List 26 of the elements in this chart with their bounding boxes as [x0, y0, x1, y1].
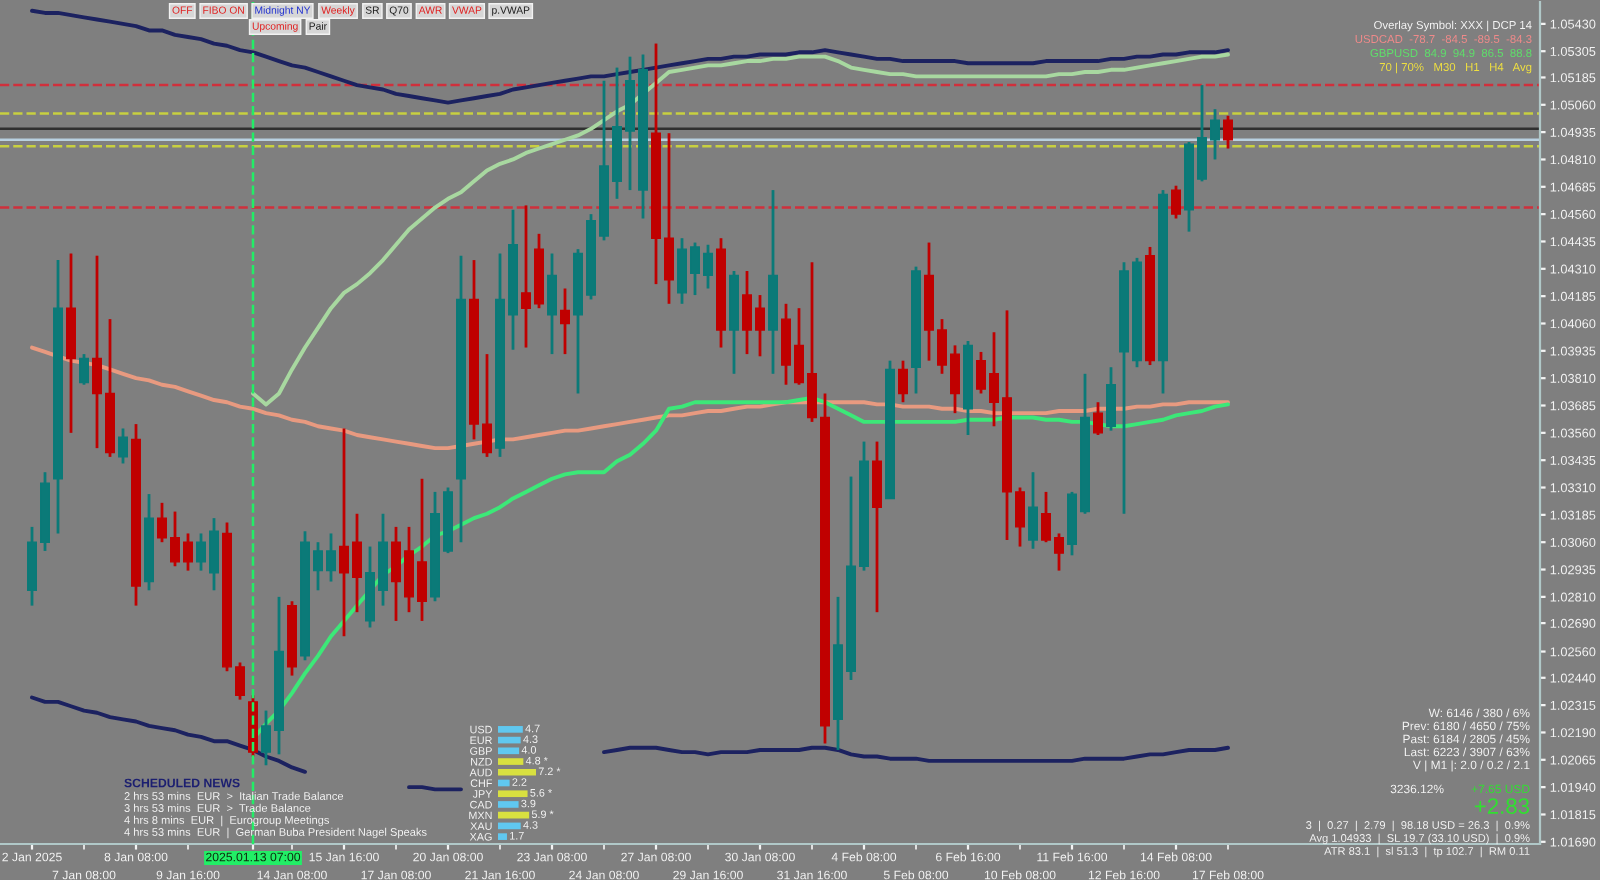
candlestick — [560, 287, 570, 356]
bar — [498, 726, 523, 733]
line-series — [251, 52, 1230, 407]
candlestick — [898, 359, 908, 404]
candlestick — [1223, 114, 1233, 150]
bar — [498, 747, 520, 755]
bar — [498, 768, 536, 776]
bar — [498, 822, 521, 830]
bar — [498, 801, 519, 808]
line-series — [30, 8, 1230, 105]
bar — [498, 833, 507, 840]
candlestick — [79, 352, 89, 387]
bar — [498, 811, 530, 819]
candlestick — [547, 252, 557, 356]
candlestick — [1106, 365, 1116, 433]
bar — [498, 790, 528, 798]
candlestick — [1028, 470, 1038, 551]
bar — [498, 758, 524, 765]
text: +2.83 — [1474, 798, 1530, 814]
bar — [498, 736, 521, 744]
candlestick — [1093, 400, 1103, 437]
candlestick — [872, 440, 882, 614]
line-series — [30, 345, 1230, 451]
candlestick — [1171, 184, 1181, 220]
candlestick — [118, 427, 128, 465]
bar — [498, 779, 510, 787]
